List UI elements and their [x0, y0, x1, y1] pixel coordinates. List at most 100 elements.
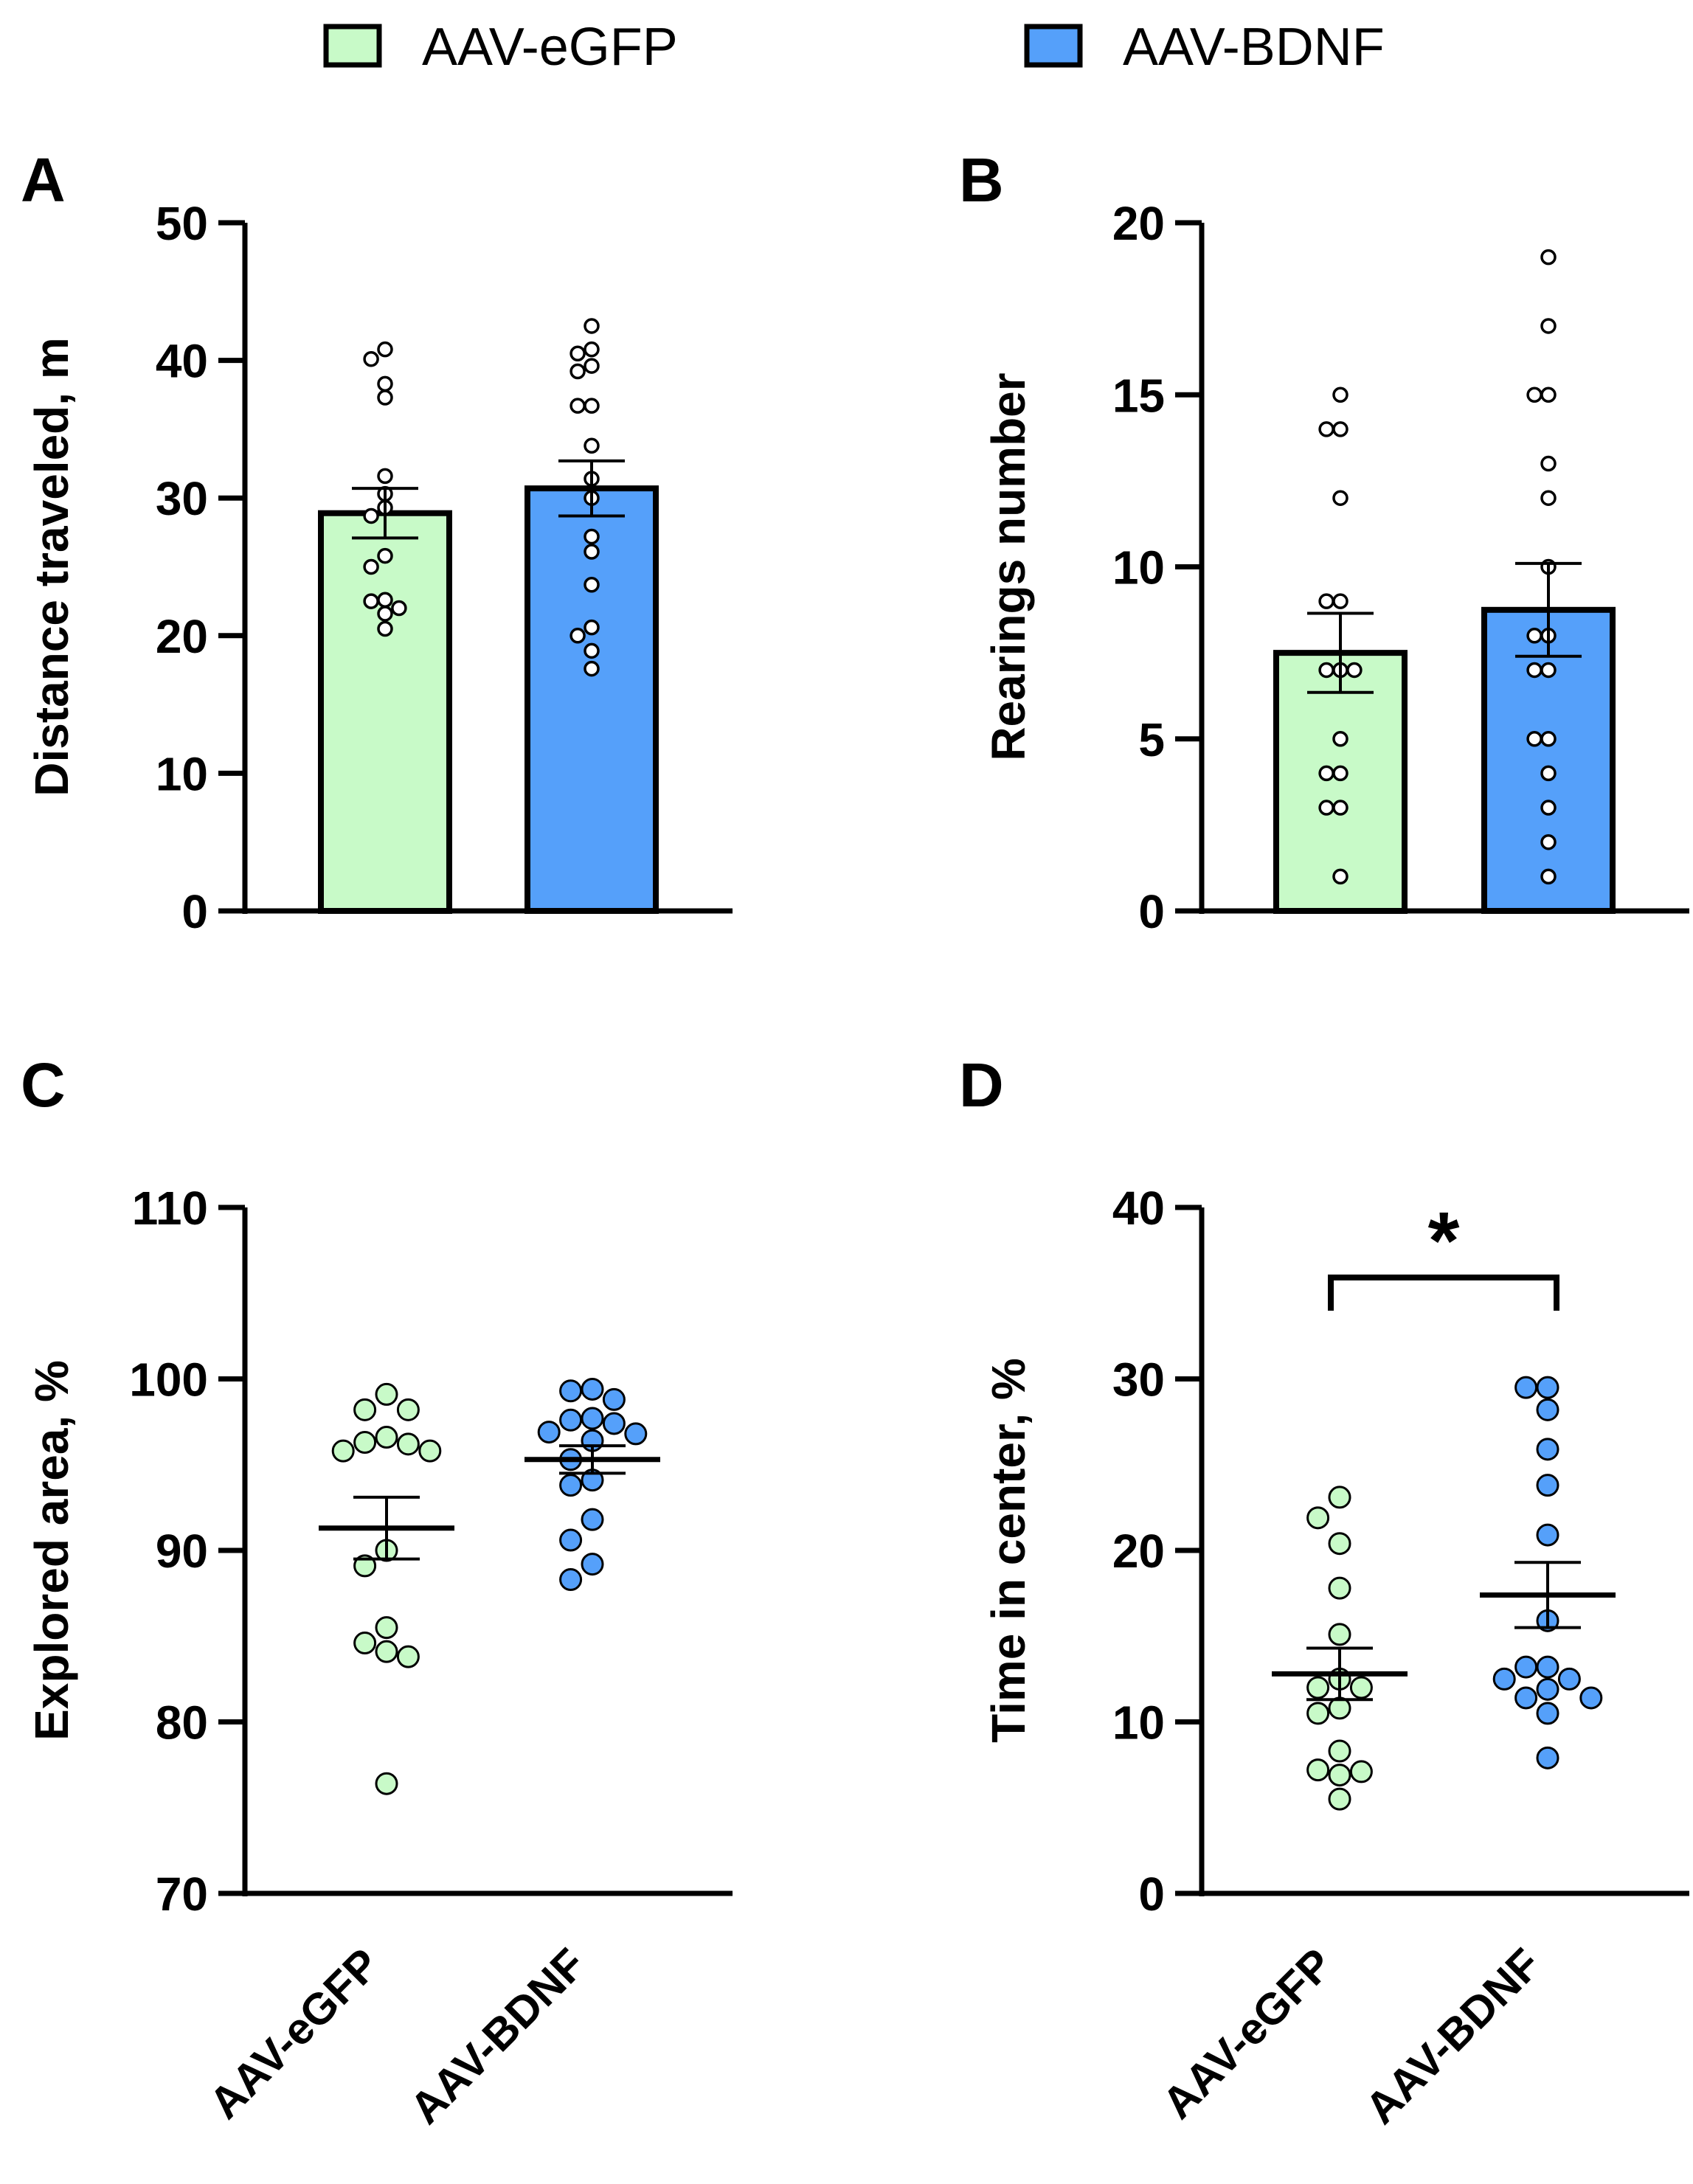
- data-point: [375, 1382, 398, 1406]
- data-point: [1540, 386, 1557, 403]
- y-tick-label: 10: [156, 747, 208, 800]
- data-point: [1526, 628, 1543, 644]
- y-tick-label: 10: [1112, 1696, 1165, 1750]
- data-point: [559, 1408, 583, 1432]
- data-point: [375, 1426, 398, 1449]
- data-point: [1318, 593, 1334, 609]
- data-point: [396, 1432, 420, 1456]
- data-point: [1536, 1474, 1559, 1497]
- data-point: [584, 619, 600, 636]
- data-point: [1536, 1702, 1559, 1725]
- data-point: [1540, 833, 1557, 850]
- significance-bracket: [1328, 1275, 1559, 1311]
- data-point: [581, 1508, 604, 1531]
- series-aav-egfp: [1273, 386, 1408, 914]
- data-point: [1536, 1376, 1559, 1399]
- data-point: [581, 1553, 604, 1576]
- data-point: [363, 558, 379, 575]
- y-axis-title: Distance traveled, m: [25, 337, 78, 797]
- data-point: [584, 358, 600, 374]
- data-point: [1328, 1623, 1351, 1646]
- data-point: [375, 1772, 398, 1795]
- y-tick-label: 110: [132, 1182, 208, 1235]
- data-point: [353, 1431, 377, 1455]
- data-point: [396, 1645, 420, 1668]
- data-point: [377, 375, 393, 392]
- bar: [1273, 650, 1408, 914]
- data-point: [581, 1377, 604, 1401]
- panel-b: B 0 5 10 15 20 Rearings number: [959, 145, 1689, 938]
- y-tick-label: 80: [156, 1696, 208, 1750]
- panel-d: D 0 10 20 30 40 Time in center, % AAV-eGFP AAV-B…: [959, 1050, 1689, 2133]
- y-tick-label: 0: [1138, 885, 1165, 938]
- significance-asterisk: *: [1428, 1196, 1460, 1286]
- data-point: [1328, 1486, 1351, 1509]
- data-point: [375, 1616, 398, 1640]
- data-point: [1540, 490, 1557, 506]
- data-point: [377, 389, 393, 406]
- y-tick-label: 0: [181, 885, 208, 938]
- data-point: [353, 1554, 377, 1578]
- data-point: [1318, 800, 1334, 816]
- data-point: [602, 1412, 626, 1435]
- y-tick-label: 90: [156, 1525, 208, 1578]
- data-point: [1332, 800, 1348, 816]
- data-point: [1579, 1686, 1603, 1710]
- data-point: [1526, 386, 1543, 403]
- x-tick-label: AAV-eGFP: [1153, 1939, 1342, 2128]
- data-point: [377, 606, 393, 622]
- series-aav-bdnf: [524, 1377, 660, 1592]
- legend-label-bdnf: AAV-BDNF: [1123, 18, 1385, 77]
- y-tick-label: 40: [1112, 1182, 1165, 1235]
- data-point: [1526, 662, 1543, 679]
- data-point: [1349, 1676, 1373, 1699]
- data-point: [584, 642, 600, 659]
- y-tick-label: 10: [1112, 541, 1165, 594]
- data-point: [624, 1422, 648, 1446]
- data-point: [1332, 490, 1348, 506]
- data-point: [377, 592, 393, 609]
- data-point: [1540, 318, 1557, 334]
- data-point: [353, 1632, 377, 1655]
- data-point: [1332, 868, 1348, 885]
- data-point: [1332, 421, 1348, 437]
- data-point: [1328, 1764, 1351, 1787]
- data-point: [569, 628, 586, 644]
- data-point: [377, 547, 393, 564]
- data-point: [363, 593, 379, 609]
- data-point: [584, 528, 600, 545]
- data-point: [377, 341, 393, 358]
- data-point: [569, 398, 586, 414]
- data-point: [1536, 1398, 1559, 1421]
- data-point: [559, 1474, 583, 1497]
- data-point: [1526, 731, 1543, 747]
- series-aav-egfp: [318, 341, 452, 914]
- data-point: [1332, 593, 1348, 609]
- data-point: [1346, 662, 1363, 679]
- panel-c: C 70 80 90 100 110 Explored area, % AAV-eGFP AAV…: [21, 1050, 733, 2133]
- data-point: [1328, 1739, 1351, 1763]
- data-point: [584, 398, 600, 414]
- bar: [1481, 606, 1616, 914]
- data-point: [569, 363, 586, 380]
- data-point: [377, 620, 393, 637]
- legend-item-egfp: AAV-eGFP: [323, 18, 678, 77]
- data-point: [1536, 1655, 1559, 1679]
- data-point: [1306, 1506, 1330, 1530]
- data-point: [1540, 731, 1557, 747]
- legend-swatch-egfp: [323, 24, 382, 68]
- y-tick-label: 30: [1112, 1353, 1165, 1407]
- data-point: [1540, 662, 1557, 679]
- data-point: [353, 1398, 377, 1421]
- data-point: [1492, 1667, 1516, 1691]
- data-point: [375, 1640, 398, 1663]
- series-aav-bdnf: [524, 318, 659, 914]
- y-axis-title: Time in center, %: [982, 1358, 1035, 1743]
- y-tick-label: 40: [156, 335, 208, 388]
- y-axis-title: Explored area, %: [25, 1360, 78, 1741]
- y-tick-label: 100: [129, 1353, 208, 1407]
- data-point: [559, 1379, 583, 1403]
- data-point: [1306, 1702, 1330, 1725]
- data-point: [584, 660, 600, 677]
